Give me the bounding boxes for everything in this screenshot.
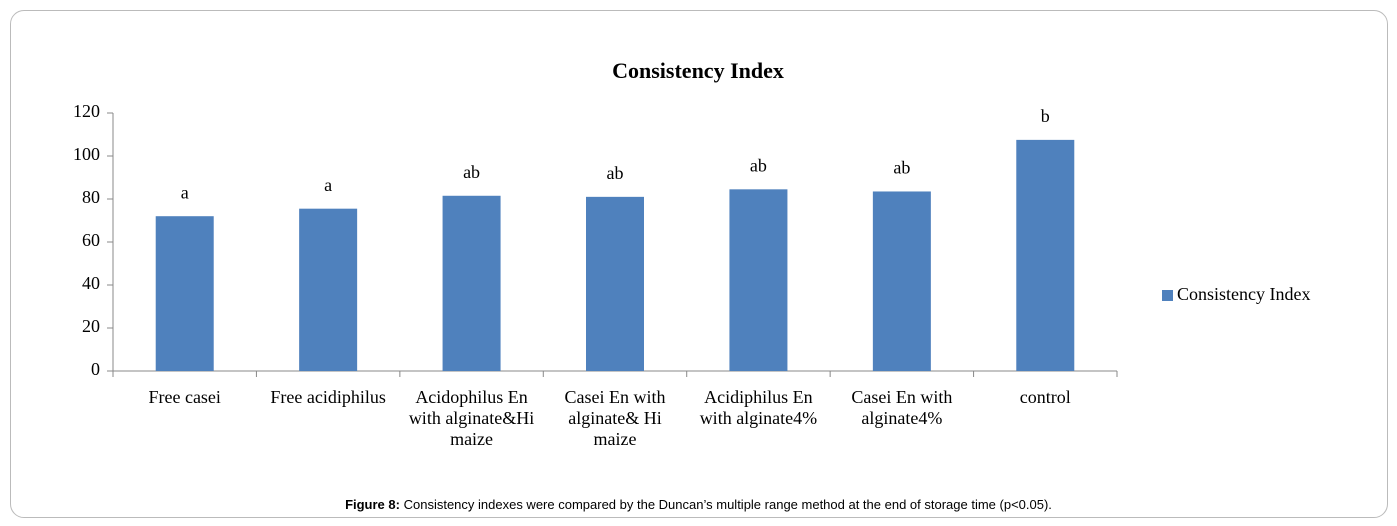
annotation: a [181,182,189,202]
annotation: ab [893,158,910,178]
x-tick-label: Acidophilus En with alginate&Hi maize [408,387,535,449]
x-tick-label: Free acidiphilus [270,387,386,407]
x-tick-label: Acidiphilus En with alginate4% [699,387,818,428]
legend-swatch [1162,290,1173,301]
y-tick-label: 60 [82,230,100,250]
caption: Figure 8: Consistency indexes were compa… [0,497,1397,512]
caption-label: Figure 8: [345,497,400,512]
bar [299,208,358,371]
x-tick-label: control [1019,387,1071,407]
x-tick-label: Casei En with alginate4% [851,387,953,428]
bar [155,216,214,371]
y-tick-label: 20 [82,316,100,336]
bar [1016,139,1075,371]
frame [10,10,1388,518]
y-tick-label: 0 [91,359,100,379]
bar [586,196,644,371]
y-tick-label: 40 [82,273,100,293]
caption-text: Consistency indexes were compared by the… [403,497,1052,512]
annotation: ab [463,162,480,182]
x-tick-label: Casei En with alginate& Hi maize [564,387,666,449]
annotation: ab [750,155,767,175]
bar [729,189,788,371]
annotation: b [1041,106,1050,126]
annotation: ab [607,163,624,183]
y-tick-label: 100 [73,144,100,164]
bar [872,191,931,371]
legend-label: Consistency Index [1177,284,1310,304]
x-tick-label: Free casei [148,387,221,407]
y-tick-label: 80 [82,187,100,207]
annotation: a [324,175,332,195]
chart-title: Consistency Index [612,58,784,83]
bar [442,195,501,371]
y-tick-label: 120 [73,101,100,121]
